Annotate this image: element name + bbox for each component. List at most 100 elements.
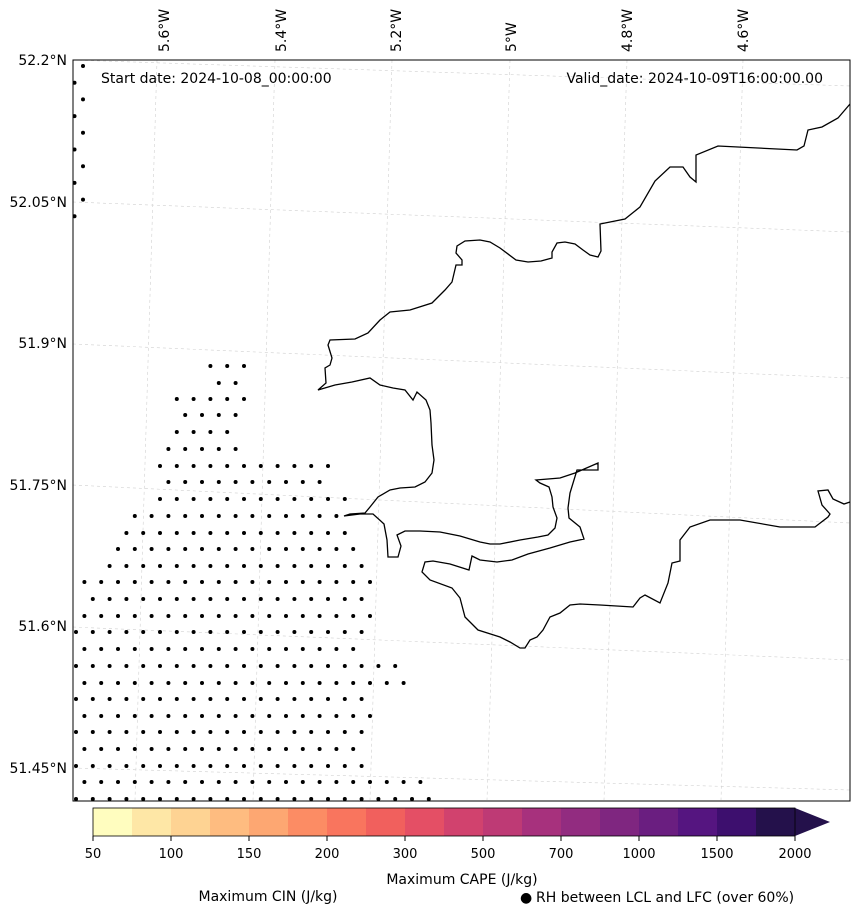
rh-dot xyxy=(342,497,347,501)
rh-dot xyxy=(242,564,246,568)
rh-dot xyxy=(107,764,112,768)
rh-dot xyxy=(216,714,221,718)
rh-dot xyxy=(275,664,280,668)
colorbar-cell xyxy=(444,808,484,836)
rh-dot xyxy=(292,497,297,501)
rh-dot xyxy=(208,597,213,601)
rh-dot xyxy=(317,480,322,484)
rh-dot xyxy=(275,797,280,801)
colorbar-tick-label: 150 xyxy=(237,847,262,862)
rh-dot xyxy=(242,630,246,634)
rh-dot xyxy=(284,647,288,651)
lat-label: 51.6°N xyxy=(18,619,67,635)
rh-dot xyxy=(149,547,154,551)
start-date-title: Start date: 2024-10-08_00:00:00 xyxy=(101,71,332,87)
rh-dot xyxy=(90,630,95,634)
rh-dot xyxy=(132,547,137,551)
rh-dot xyxy=(99,747,104,751)
rh-dot xyxy=(191,697,196,701)
rh-dot xyxy=(233,747,238,751)
rh-dot xyxy=(334,547,339,551)
rh-dot xyxy=(158,564,162,568)
rh-dot xyxy=(166,514,171,518)
rh-dot xyxy=(158,531,162,535)
rh-dot xyxy=(250,747,255,751)
rh-dot xyxy=(267,514,272,518)
rh-dot xyxy=(82,780,87,784)
rh-dot xyxy=(99,780,104,784)
rh-dot xyxy=(174,597,179,601)
rh-dot xyxy=(342,664,347,668)
rh-dot xyxy=(250,480,255,484)
rh-dot xyxy=(242,764,246,768)
rh-dot xyxy=(124,564,129,568)
lat-label: 51.9°N xyxy=(18,336,67,352)
colorbar-cell xyxy=(483,808,523,836)
rh-dot xyxy=(326,497,330,501)
rh-dot xyxy=(191,630,196,634)
rh-dot xyxy=(258,797,263,801)
rh-dot xyxy=(418,780,423,784)
rh-dot xyxy=(183,647,188,651)
rh-dot xyxy=(158,697,162,701)
colorbar-cell xyxy=(93,808,133,836)
rh-dot xyxy=(317,714,322,718)
rh-dot xyxy=(267,614,272,618)
rh-dot xyxy=(275,697,280,701)
rh-dot xyxy=(376,664,381,668)
rh-dot xyxy=(342,697,347,701)
rh-dot xyxy=(200,747,204,751)
rh-dot xyxy=(174,664,179,668)
rh-dot xyxy=(242,730,246,734)
rh-dot xyxy=(309,464,314,468)
rh-dot xyxy=(250,681,255,685)
rh-dot xyxy=(309,497,314,501)
rh-dot xyxy=(216,447,221,451)
rh-dot xyxy=(107,797,112,801)
rh-dot xyxy=(200,614,204,618)
rh-dot xyxy=(216,647,221,651)
rh-dot xyxy=(99,647,104,651)
colorbar-tick-label: 1500 xyxy=(700,847,733,862)
rh-dot xyxy=(208,730,213,734)
rh-dot xyxy=(166,614,171,618)
rh-dot xyxy=(174,397,179,401)
colorbar-tick-label: 50 xyxy=(85,847,102,862)
rh-dot xyxy=(208,697,213,701)
rh-dot xyxy=(225,464,230,468)
rh-dot xyxy=(334,514,339,518)
rh-dot xyxy=(99,614,104,618)
gridlines xyxy=(72,59,851,801)
latitude-labels: 52.2°N 52.05°N 51.9°N 51.75°N 51.6°N 51.… xyxy=(9,53,67,777)
rh-dot xyxy=(267,714,272,718)
rh-dot xyxy=(107,630,112,634)
rh-dot xyxy=(284,547,288,551)
colorbar: 50 100 150 200 300 500 700 1000 1500 2000 Maximum… xyxy=(85,807,830,888)
rh-dot xyxy=(225,564,230,568)
rh-dot xyxy=(317,747,322,751)
rh-dot xyxy=(275,597,280,601)
rh-dot xyxy=(242,664,246,668)
rh-dot xyxy=(334,780,339,784)
rh-dot xyxy=(216,681,221,685)
rh-dot xyxy=(166,681,171,685)
rh-dot xyxy=(81,130,85,135)
rh-dot xyxy=(410,797,414,801)
rh-dot xyxy=(74,630,78,634)
rh-dot xyxy=(158,630,162,634)
rh-dot xyxy=(174,531,179,535)
rh-dot xyxy=(359,564,364,568)
rh-dot xyxy=(275,630,280,634)
colorbar-cell xyxy=(171,808,211,836)
rh-dot xyxy=(284,681,288,685)
rh-dot xyxy=(116,580,120,584)
rh-dot xyxy=(359,797,364,801)
rh-dot xyxy=(74,764,78,768)
rh-dot xyxy=(326,764,330,768)
rh-dot xyxy=(351,747,356,751)
rh-dot xyxy=(225,364,230,368)
rh-dot xyxy=(158,764,162,768)
rh-dot xyxy=(284,747,288,751)
rh-dot xyxy=(309,664,314,668)
